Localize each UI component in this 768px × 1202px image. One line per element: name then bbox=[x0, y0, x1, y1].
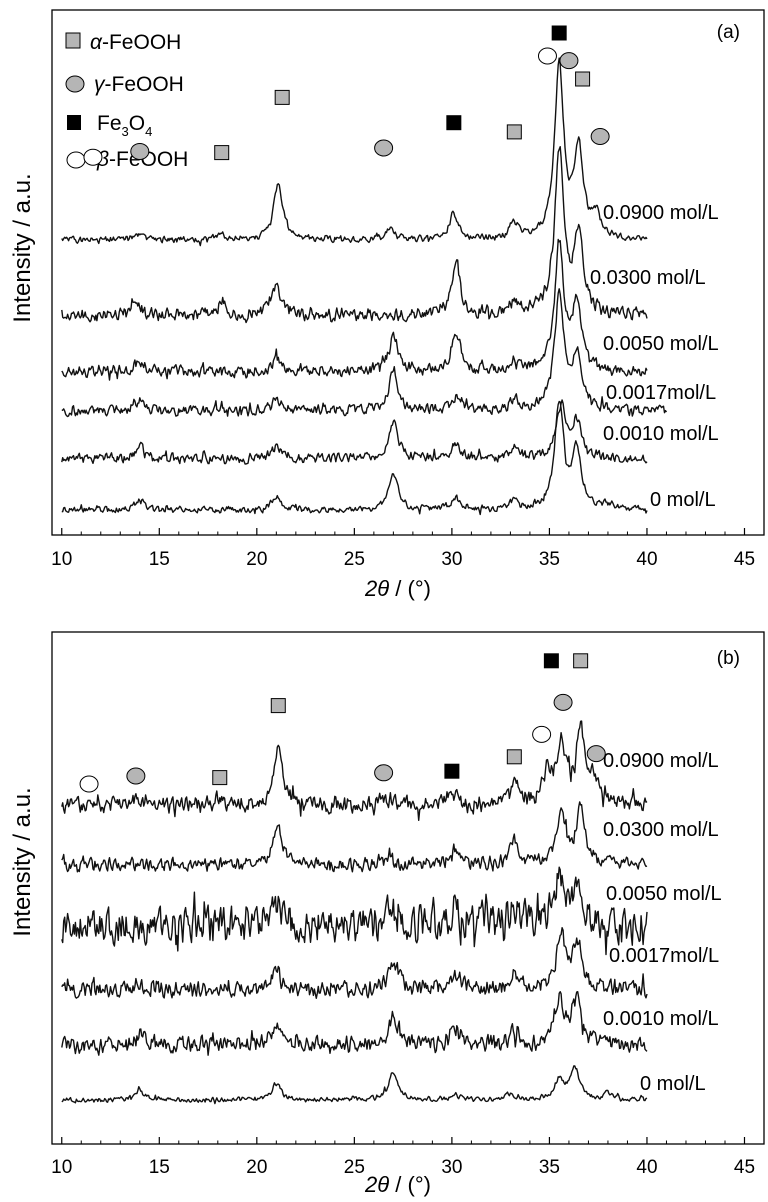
phase-marker-square-gray bbox=[212, 770, 228, 786]
legend-marker-alpha-feooh bbox=[65, 32, 81, 49]
legend-label-gamma-feooh: γ-FeOOH bbox=[94, 73, 184, 96]
series-line bbox=[61, 400, 648, 516]
x-tick-label: 35 bbox=[539, 1157, 560, 1178]
x-axis-ticks: 10 15 20 25 30 35 40 45 bbox=[51, 528, 755, 570]
x-tick-label: 20 bbox=[246, 549, 267, 570]
phase-marker-circle-gray bbox=[590, 128, 610, 145]
phase-marker-circle-gray bbox=[374, 139, 394, 157]
phase-marker-circle-gray bbox=[586, 745, 606, 763]
x-tick-label: 40 bbox=[636, 1157, 657, 1178]
series-labels: 0 mol/L 0.0010 mol/L 0.0017mol/L 0.0050 mol… bbox=[590, 202, 719, 511]
phase-marker-square-black bbox=[551, 25, 567, 41]
x-tick-label: 20 bbox=[246, 1157, 267, 1178]
legend-marker-beta-feooh bbox=[66, 151, 86, 169]
series-label: 0.0050 mol/L bbox=[606, 883, 722, 905]
x-axis-ticks: 10 15 20 25 30 35 40 45 bbox=[51, 1137, 755, 1178]
phase-marker-square-gray bbox=[274, 89, 290, 105]
legend-marker-fe3o4 bbox=[67, 115, 81, 130]
x-tick-label: 15 bbox=[149, 549, 170, 570]
series-label: 0.0050 mol/L bbox=[603, 333, 719, 355]
phase-marker-circle-white bbox=[79, 775, 99, 793]
y-axis-label: Intensity / a.u. bbox=[9, 173, 36, 322]
phase-markers bbox=[79, 653, 606, 793]
x-tick-label: 10 bbox=[51, 549, 72, 570]
panel-label: (b) bbox=[717, 648, 740, 669]
series-line bbox=[61, 866, 648, 956]
x-tick-label: 30 bbox=[441, 549, 462, 570]
series-label: 0.0300 mol/L bbox=[603, 819, 719, 841]
x-axis-label: 2θ / (°) bbox=[364, 1172, 431, 1197]
series-label: 0.0010 mol/L bbox=[603, 423, 719, 445]
phase-marker-circle-white bbox=[537, 47, 557, 65]
phase-marker-square-gray bbox=[214, 145, 230, 161]
x-tick-label: 30 bbox=[441, 1157, 462, 1178]
series-curves bbox=[61, 57, 668, 516]
phase-marker-square-black bbox=[444, 763, 460, 779]
x-tick-label: 45 bbox=[734, 549, 755, 570]
series-label: 0.0900 mol/L bbox=[603, 750, 719, 772]
panel-b: (b) Intensity / a.u. 2θ / (°) 10 15 20 25 30… bbox=[9, 631, 765, 1197]
series-line bbox=[61, 57, 648, 247]
series-line bbox=[61, 399, 648, 465]
x-tick-label: 40 bbox=[636, 549, 657, 570]
series-line bbox=[61, 1065, 648, 1105]
phase-marker-square-black bbox=[543, 653, 559, 669]
x-tick-label: 25 bbox=[344, 1157, 365, 1178]
phase-marker-square-gray bbox=[573, 653, 589, 669]
phase-marker-circle-white bbox=[532, 725, 552, 743]
series-label: 0.0017mol/L bbox=[606, 382, 716, 404]
phase-markers bbox=[83, 25, 610, 166]
series-labels: 0 mol/L 0.0010 mol/L 0.0017mol/L 0.0050 mol… bbox=[603, 750, 722, 1095]
plot-frame bbox=[51, 631, 765, 1145]
phase-marker-square-gray bbox=[506, 124, 522, 140]
series-line bbox=[61, 991, 648, 1056]
series-label: 0.0010 mol/L bbox=[603, 1008, 719, 1030]
x-tick-label: 45 bbox=[734, 1157, 755, 1178]
x-tick-label: 10 bbox=[51, 1157, 72, 1178]
phase-marker-circle-gray bbox=[559, 52, 579, 70]
phase-marker-square-gray bbox=[270, 698, 286, 714]
phase-marker-square-gray bbox=[575, 71, 591, 87]
series-line bbox=[61, 720, 648, 821]
series-label: 0 mol/L bbox=[650, 489, 716, 511]
phase-marker-square-black bbox=[446, 115, 462, 131]
series-line bbox=[61, 238, 648, 381]
series-curves bbox=[61, 720, 648, 1105]
phase-marker-circle-gray bbox=[126, 767, 146, 785]
series-line bbox=[61, 288, 668, 418]
plot-frame bbox=[51, 9, 765, 536]
y-axis-label: Intensity / a.u. bbox=[9, 787, 36, 936]
phase-marker-circle-white bbox=[83, 148, 103, 166]
x-tick-label: 15 bbox=[149, 1157, 170, 1178]
series-label: 0.0900 mol/L bbox=[603, 202, 719, 224]
legend-label-fe3o4: Fe3O4 bbox=[97, 112, 152, 139]
series-line bbox=[61, 146, 648, 324]
series-line bbox=[61, 927, 648, 999]
legend-label-alpha-feooh: α-FeOOH bbox=[90, 31, 181, 54]
x-axis-unit: / (°) bbox=[389, 576, 431, 601]
x-tick-label: 25 bbox=[344, 549, 365, 570]
phase-marker-circle-gray bbox=[374, 764, 394, 782]
x-axis-symbol: 2θ bbox=[364, 576, 389, 601]
legend-marker-gamma-feooh bbox=[65, 75, 85, 93]
legend: α-FeOOH γ-FeOOH Fe3O4 β-FeOOH bbox=[65, 31, 188, 171]
phase-marker-circle-gray bbox=[553, 693, 573, 711]
x-axis-unit: / (°) bbox=[389, 1172, 431, 1197]
series-label: 0.0300 mol/L bbox=[590, 267, 706, 289]
series-line bbox=[61, 801, 648, 873]
x-axis-label: 2θ / (°) bbox=[364, 576, 431, 601]
panel-a: (a) Intensity / a.u. 2θ / (°) α-FeOOH γ-… bbox=[9, 9, 765, 601]
phase-marker-square-gray bbox=[506, 749, 522, 765]
x-tick-label: 35 bbox=[539, 549, 560, 570]
phase-marker-circle-gray bbox=[130, 142, 150, 160]
series-label: 0.0017mol/L bbox=[609, 945, 719, 967]
x-axis-symbol: 2θ bbox=[364, 1172, 389, 1197]
series-label: 0 mol/L bbox=[640, 1073, 706, 1095]
panel-label: (a) bbox=[717, 22, 740, 43]
